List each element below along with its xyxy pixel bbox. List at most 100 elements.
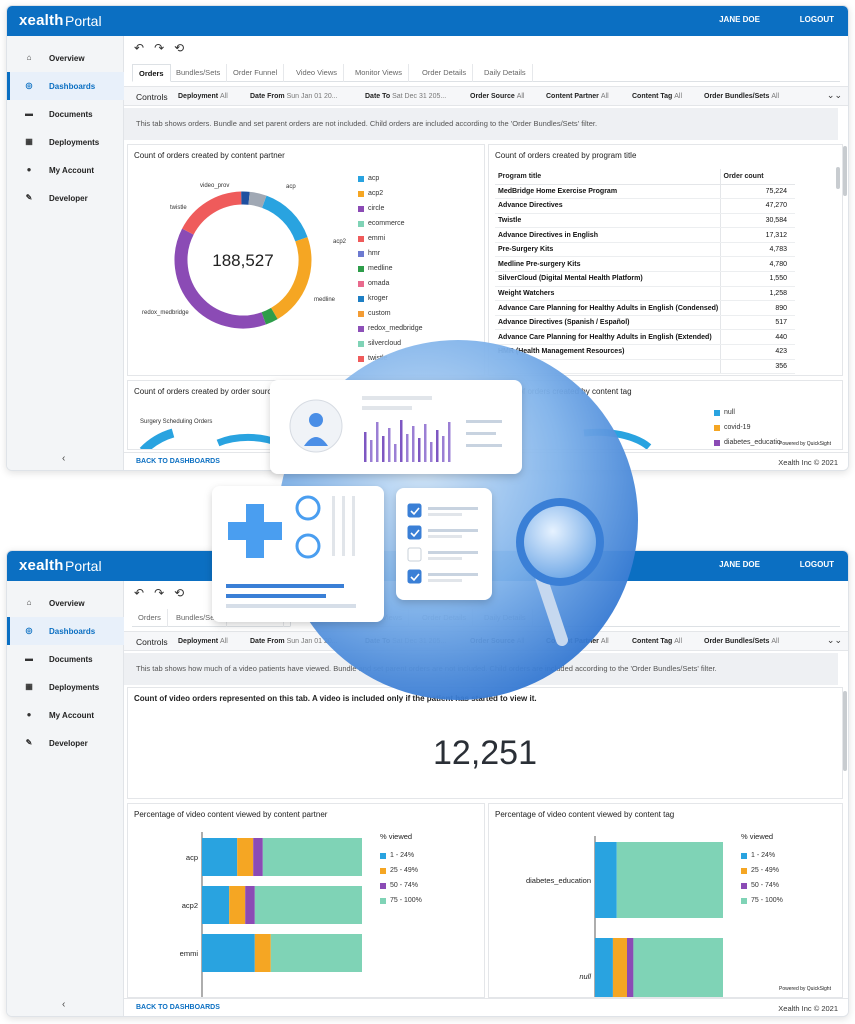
tab-orders[interactable]: Orders <box>132 609 168 627</box>
donut-slice-other[interactable] <box>248 191 267 208</box>
tab-orders[interactable]: Orders <box>132 64 171 82</box>
legend-item[interactable]: ecommerce <box>358 220 422 235</box>
filter-date-from[interactable]: Date From Sun Jan 01 20... <box>250 93 338 100</box>
table-row[interactable]: Pre-Surgery Kits 4,783 <box>495 242 795 258</box>
table-row[interactable]: SilverCloud (Digital Mental Health Platf… <box>495 271 795 287</box>
legend-item[interactable]: twistle <box>358 355 422 370</box>
legend-item[interactable]: emmi <box>358 235 422 250</box>
legend-item[interactable]: hmr <box>358 250 422 265</box>
redo-icon[interactable]: ↷ <box>154 586 165 600</box>
table-row[interactable]: Weight Watchers 1,258 <box>495 286 795 302</box>
bar-segment[interactable] <box>254 934 271 972</box>
tab-video-views[interactable]: Video Views <box>290 64 345 82</box>
table-row[interactable]: Advance Directives 47,270 <box>495 198 795 214</box>
table-row[interactable]: HMR (Health Management Resources) 423 <box>495 344 795 360</box>
legend-item[interactable]: 50 - 74% <box>741 882 783 897</box>
page-scrollbar[interactable] <box>843 146 847 196</box>
donut-slice-medline[interactable] <box>261 307 278 325</box>
bar-segment[interactable] <box>262 838 362 876</box>
xealth-logo[interactable]: xealth <box>19 12 64 29</box>
legend-item[interactable]: null <box>714 409 781 424</box>
collapse-sidebar-icon[interactable]: ‹ <box>62 999 66 1010</box>
tab-order-funnel[interactable]: Order Funnel <box>227 64 285 82</box>
sidebar-item-overview[interactable]: ⌂ Overview <box>7 44 124 72</box>
legend-item[interactable]: medline <box>358 265 422 280</box>
user-name[interactable]: JANE DOE <box>719 560 760 569</box>
table-scrollbar[interactable] <box>836 167 840 189</box>
legend-item[interactable]: covid-19 <box>714 424 781 439</box>
sidebar-item-documents[interactable]: ▬ Documents <box>25 654 93 664</box>
filter-order-bundles-sets[interactable]: Order Bundles/Sets All <box>704 93 780 100</box>
legend-item[interactable]: silvercloud <box>358 340 422 355</box>
bar-segment[interactable] <box>229 886 246 924</box>
legend-item[interactable]: 75 - 100% <box>741 897 783 912</box>
column-header-program-title[interactable]: Program title <box>495 169 720 185</box>
legend-item[interactable]: kroger <box>358 295 422 310</box>
legend-item[interactable]: circle <box>358 205 422 220</box>
redo-icon[interactable]: ↷ <box>154 41 165 55</box>
collapse-sidebar-icon[interactable]: ‹ <box>62 453 66 464</box>
back-to-dashboards-link[interactable]: BACK TO DASHBOARDS <box>136 1004 220 1011</box>
legend-item[interactable]: 25 - 49% <box>741 867 783 882</box>
bar-segment[interactable] <box>237 838 254 876</box>
legend-item[interactable]: acp2 <box>358 190 422 205</box>
tab-video-views[interactable]: Video Views <box>290 609 348 627</box>
back-to-dashboards-link[interactable]: BACK TO DASHBOARDS <box>136 458 220 465</box>
table-row[interactable]: Advance Care Planning for Healthy Adults… <box>495 329 795 346</box>
bar-segment[interactable] <box>627 938 634 998</box>
sidebar-item-my-account[interactable]: ● My Account <box>7 701 124 729</box>
table-row[interactable]: 356 <box>495 359 795 375</box>
tab-monitor-views[interactable]: Monitor Views <box>349 64 409 82</box>
table-row[interactable]: Advance Directives in English 17,312 <box>495 227 795 243</box>
column-header-order-count[interactable]: Order count <box>719 169 795 185</box>
sidebar-item-dashboards[interactable]: ◎ Dashboards <box>7 617 124 645</box>
filter-date-to[interactable]: Date To Sat Dec 31 205... <box>365 638 447 645</box>
bar-segment[interactable] <box>595 842 617 918</box>
tab-bundles-sets[interactable]: Bundles/Sets <box>170 609 228 627</box>
logout-button[interactable]: LOGOUT <box>799 15 834 24</box>
logout-button[interactable]: LOGOUT <box>799 560 834 569</box>
xealth-logo[interactable]: xealth <box>19 557 64 574</box>
bar-segment[interactable] <box>202 838 238 876</box>
sidebar-item-dashboards[interactable]: ◎ Dashboards <box>7 72 124 100</box>
legend-item[interactable]: omada <box>358 280 422 295</box>
table-row[interactable]: MedBridge Home Exercise Program 75,224 <box>495 184 795 200</box>
reset-icon[interactable]: ⟲ <box>174 41 185 55</box>
legend-item[interactable]: 25 - 49% <box>380 867 422 882</box>
legend-item[interactable]: 1 - 24% <box>741 852 783 867</box>
bar-segment[interactable] <box>612 938 627 998</box>
filter-content-tag[interactable]: Content Tag All <box>632 638 683 645</box>
tab-bundles-sets[interactable]: Bundles/Sets <box>170 64 228 82</box>
legend-item[interactable]: acp <box>358 175 422 190</box>
tab-order-details[interactable]: Order Details <box>416 64 474 82</box>
filter-deployment[interactable]: Deployment All <box>178 638 228 645</box>
filter-order-bundles-sets[interactable]: Order Bundles/Sets All <box>704 638 780 645</box>
tab-daily-details[interactable]: Daily Details <box>478 64 533 82</box>
bar-segment[interactable] <box>633 938 723 998</box>
legend-item[interactable]: 1 - 24% <box>380 852 422 867</box>
bar-segment[interactable] <box>270 934 362 972</box>
bar-segment[interactable] <box>202 886 230 924</box>
filter-order-source[interactable]: Order Source All <box>470 638 525 645</box>
chevron-down-icon[interactable]: ⌄⌄ <box>826 635 842 645</box>
bar-segment[interactable] <box>245 886 255 924</box>
donut-slice-redox-medbridge[interactable] <box>174 228 266 329</box>
bar-segment[interactable] <box>253 838 263 876</box>
filter-date-to[interactable]: Date To Sat Dec 31 205... <box>365 93 447 100</box>
sidebar-item-overview[interactable]: ⌂ Overview <box>7 589 124 617</box>
filter-content-tag[interactable]: Content Tag All <box>632 93 683 100</box>
sidebar-item-developer[interactable]: ✎ Developer <box>25 738 88 748</box>
table-row[interactable]: Twistle 30,584 <box>495 213 795 229</box>
legend-item[interactable]: 75 - 100% <box>380 897 422 912</box>
filter-deployment[interactable]: Deployment All <box>178 93 228 100</box>
undo-icon[interactable]: ↶ <box>134 586 145 600</box>
tab-daily-details[interactable]: Daily Details <box>478 609 533 627</box>
tab-order-details[interactable]: Order Details <box>416 609 474 627</box>
bar-segment[interactable] <box>254 886 362 924</box>
legend-item[interactable]: redox_medbridge <box>358 325 422 340</box>
sidebar-item-deployments[interactable]: ▦ Deployments <box>25 137 100 147</box>
table-row[interactable]: Advance Care Planning for Healthy Adults… <box>495 300 795 316</box>
tab-order-funnel[interactable]: Order Funnel <box>227 609 285 627</box>
sidebar-item-developer[interactable]: ✎ Developer <box>25 193 88 203</box>
filter-order-source[interactable]: Order Source All <box>470 93 525 100</box>
